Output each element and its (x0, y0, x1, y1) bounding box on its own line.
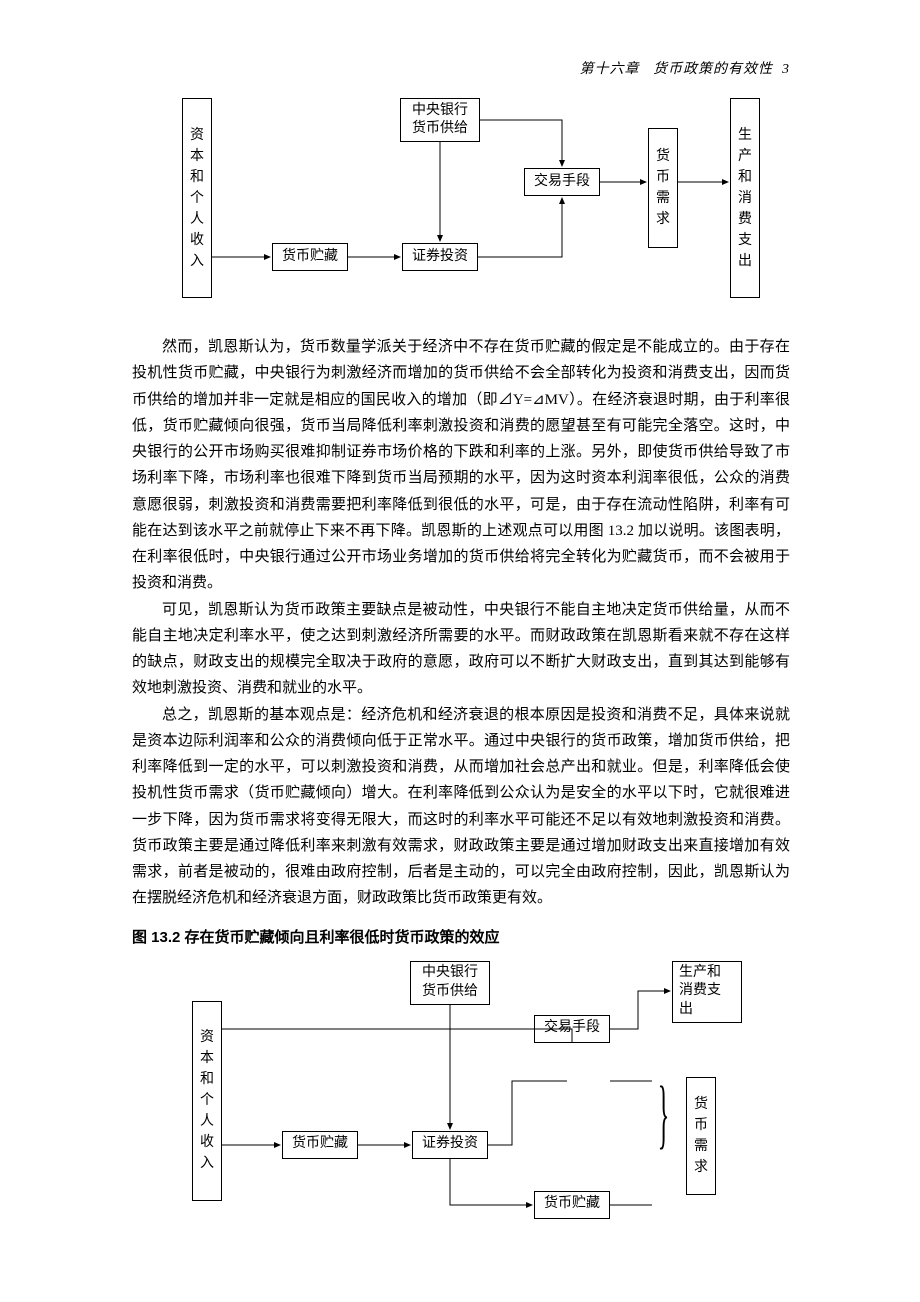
node2-hoard2: 货币贮藏 (534, 1191, 610, 1219)
node2-central: 中央银行 货币供给 (410, 961, 490, 1005)
node2-capital: 资本和个人收入 (192, 1001, 222, 1201)
node-output: 生产和消费支出 (730, 98, 760, 298)
node2-medium: 交易手段 (534, 1015, 610, 1043)
page-number: 3 (782, 62, 790, 77)
node-hoard: 货币贮藏 (272, 243, 348, 271)
node2-securities: 证券投资 (412, 1131, 488, 1159)
node2-output: 生产和 消费支 出 (672, 961, 742, 1023)
chapter-title: 货币政策的有效性 (653, 62, 773, 77)
node2-demand: 货币需求 (686, 1077, 716, 1195)
page-header: 第十六章 货币政策的有效性 3 (132, 58, 790, 78)
diagram-1: 资本和个人收入 货币贮藏 中央银行 货币供给 证券投资 交易手段 货币需求 生产… (182, 98, 762, 316)
node2-hoard1: 货币贮藏 (282, 1131, 358, 1159)
brace-icon: } (658, 1076, 670, 1153)
node-medium: 交易手段 (524, 168, 600, 196)
chapter-label: 第十六章 (580, 62, 640, 77)
node-capital: 资本和个人收入 (182, 98, 212, 298)
node-securities: 证券投资 (402, 243, 478, 271)
figure-caption: 图 13.2 存在货币贮藏倾向且利率很低时货币政策的效应 (132, 926, 790, 947)
diagram-2: 资本和个人收入 货币贮藏 中央银行 货币供给 证券投资 交易手段 货币贮藏 生产… (192, 961, 772, 1221)
node-central: 中央银行 货币供给 (400, 98, 480, 142)
node-demand: 货币需求 (648, 128, 678, 248)
paragraph-3: 总之，凯恩斯的基本观点是：经济危机和经济衰退的根本原因是投资和消费不足，具体来说… (132, 702, 790, 912)
paragraph-1: 然而，凯恩斯认为，货币数量学派关于经济中不存在货币贮藏的假定是不能成立的。由于存… (132, 334, 790, 597)
paragraph-2: 可见，凯恩斯认为货币政策主要缺点是被动性，中央银行不能自主地决定货币供给量，从而… (132, 597, 790, 702)
